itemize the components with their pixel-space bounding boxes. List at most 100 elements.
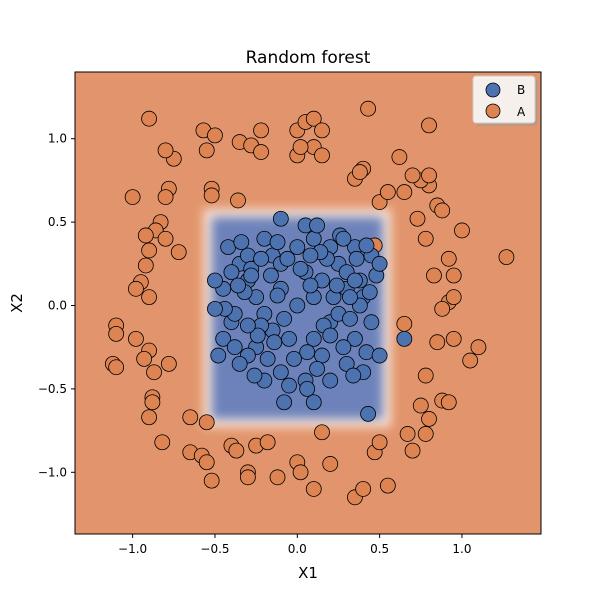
point-a-36	[108, 325, 125, 342]
point-a-69	[371, 434, 388, 451]
point-a-0	[141, 110, 157, 127]
point-b-9	[314, 347, 330, 364]
point-b-59	[342, 310, 358, 327]
point-b-48	[269, 234, 286, 251]
point-b-52	[259, 350, 276, 367]
point-b-90	[358, 237, 375, 254]
plot-area	[75, 72, 541, 534]
point-a-30	[157, 230, 174, 247]
point-a-74	[421, 411, 437, 427]
point-b-91	[347, 272, 363, 289]
point-a-23	[230, 192, 246, 209]
point-a-37	[128, 330, 144, 347]
x-tick-label-4: 1.0	[452, 542, 471, 556]
point-a-29	[137, 257, 154, 274]
point-b-54	[220, 239, 237, 256]
y-tick-label-0: −1.0	[38, 465, 67, 479]
point-b-66	[246, 367, 263, 384]
point-a-60	[154, 434, 171, 451]
point-b-81	[371, 255, 388, 272]
point-a-47	[182, 409, 199, 426]
point-b-87	[272, 210, 289, 227]
point-b-96	[243, 267, 260, 284]
point-a-39	[136, 350, 153, 367]
point-b-95	[299, 380, 316, 397]
point-a-24	[124, 189, 141, 205]
point-b-18	[272, 364, 289, 381]
point-a-10	[305, 110, 322, 127]
point-b-82	[207, 272, 223, 289]
point-b-17	[305, 230, 322, 247]
point-b-62	[210, 347, 227, 364]
point-a-51	[198, 454, 215, 471]
point-b-53	[358, 344, 375, 361]
chart-title: Random forest	[246, 48, 371, 68]
point-a-45	[144, 394, 161, 411]
point-a-78	[417, 367, 434, 384]
point-a-6	[253, 122, 269, 139]
legend-box	[472, 75, 536, 124]
point-a-77	[412, 397, 429, 414]
point-a-27	[137, 227, 154, 244]
legend-marker-b	[485, 82, 501, 98]
point-b-75	[345, 367, 362, 384]
point-b-99	[239, 317, 256, 334]
legend-label-b: B	[517, 83, 525, 97]
point-a-11	[314, 122, 330, 139]
point-b-83	[371, 347, 388, 364]
point-a-3	[207, 127, 223, 144]
point-a-86	[445, 267, 462, 284]
y-tick-label-1: −0.5	[38, 382, 67, 396]
point-b-74	[266, 334, 283, 351]
point-a-34	[141, 289, 157, 306]
point-b-44	[281, 377, 297, 394]
point-a-57	[259, 434, 276, 451]
point-a-31	[170, 244, 187, 261]
point-b-93	[276, 394, 293, 411]
point-b-78	[249, 327, 266, 344]
x-tick-label-3: 0.5	[370, 542, 389, 556]
point-a-55	[239, 469, 256, 486]
point-a-58	[269, 469, 286, 486]
legend-label-a: A	[517, 105, 526, 119]
point-b-86	[360, 406, 377, 422]
point-a-70	[379, 477, 396, 494]
point-a-46	[141, 409, 157, 426]
point-a-89	[417, 230, 434, 247]
point-b-49	[335, 339, 352, 356]
x-tick-label-2: 0.0	[288, 542, 307, 556]
point-a-53	[228, 442, 245, 459]
point-b-76	[233, 234, 250, 251]
point-b-69	[299, 344, 316, 361]
point-b-103	[342, 289, 358, 306]
point-b-98	[226, 339, 243, 356]
point-b-25	[289, 239, 306, 256]
point-a-67	[355, 481, 372, 497]
point-a-33	[128, 280, 144, 297]
point-a-72	[404, 442, 421, 459]
point-b-94	[305, 394, 322, 411]
point-a-14	[360, 100, 377, 117]
y-axis-ticks: −1.0 −0.5 0.0 0.5 1.0	[38, 132, 75, 479]
point-b-24	[215, 330, 232, 347]
point-b-38	[239, 247, 256, 264]
point-a-16	[421, 117, 437, 134]
point-a-63	[305, 481, 322, 497]
point-a-15	[391, 149, 408, 165]
point-a-79	[429, 334, 446, 351]
x-tick-label-0: −1.0	[118, 542, 147, 556]
point-a-80	[445, 330, 462, 347]
point-b-13	[347, 330, 363, 347]
point-a-108	[292, 139, 309, 155]
point-a-73	[417, 426, 434, 442]
point-b-80	[286, 350, 302, 367]
point-a-105	[396, 315, 413, 332]
plot-frame	[74, 71, 542, 535]
point-a-28	[141, 242, 157, 259]
point-a-81	[462, 352, 479, 369]
points-layer	[104, 100, 515, 506]
point-a-90	[454, 222, 470, 239]
point-b-85	[396, 330, 413, 347]
point-a-62	[292, 464, 309, 481]
